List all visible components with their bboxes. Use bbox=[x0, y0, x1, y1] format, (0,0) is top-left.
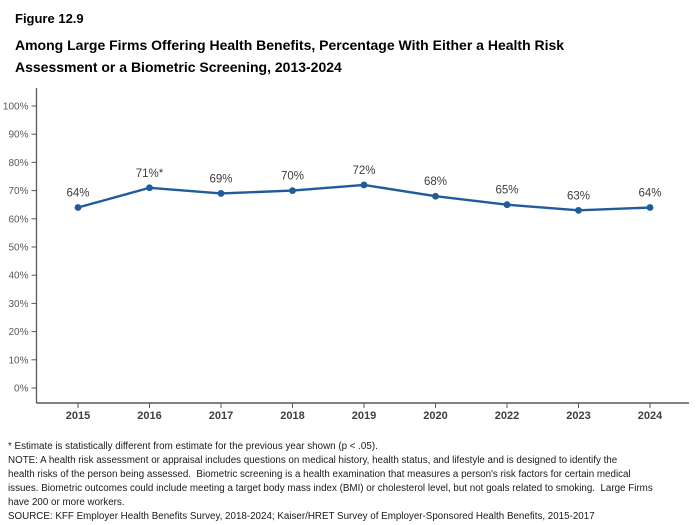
chart-line bbox=[77, 183, 651, 212]
chart-area: 0% 10% 20% 30% 40% 50% 60% 70% 80% 90% 100% 2015 201… bbox=[0, 85, 698, 425]
y-axis-label: 10% bbox=[8, 355, 28, 366]
data-point bbox=[74, 204, 82, 211]
footnotes: * Estimate is statistically different fr… bbox=[8, 440, 698, 524]
data-point-label: 70% bbox=[281, 171, 304, 183]
footnote-note-line-3: issues. Biometric outcomes could include… bbox=[8, 483, 653, 494]
y-axis-label: 90% bbox=[8, 130, 28, 141]
x-axis-label: 2018 bbox=[280, 410, 304, 422]
data-point bbox=[360, 181, 368, 189]
y-axis-label: 20% bbox=[8, 327, 28, 338]
x-axis-label: 2015 bbox=[66, 410, 90, 422]
data-point-label: 65% bbox=[495, 185, 518, 197]
footnote-asterisk: * Estimate is statistically different fr… bbox=[8, 441, 378, 452]
x-axis-label: 2017 bbox=[209, 410, 233, 422]
y-axis-label: 0% bbox=[14, 384, 29, 395]
x-axis-label: 2020 bbox=[423, 410, 447, 422]
footnote-note-line-2: health risks of the person being assesse… bbox=[8, 469, 631, 480]
y-axis-label: 50% bbox=[8, 243, 28, 254]
x-axis-label: 2022 bbox=[495, 410, 519, 422]
y-axis-label: 80% bbox=[8, 158, 28, 169]
footnote-source: SOURCE: KFF Employer Health Benefits Sur… bbox=[8, 511, 595, 522]
data-point bbox=[575, 206, 582, 214]
y-axis-label: 70% bbox=[8, 186, 28, 197]
chart: 0% 10% 20% 30% 40% 50% 60% 70% 80% 90% 100% 2015 201… bbox=[3, 88, 689, 422]
data-point bbox=[146, 184, 153, 192]
y-axis-label: 60% bbox=[8, 214, 28, 225]
data-point-label: 63% bbox=[567, 190, 590, 202]
x-axis-label: 2016 bbox=[137, 410, 161, 422]
x-axis-label: 2023 bbox=[566, 410, 590, 422]
figure-title-line-1: Among Large Firms Offering Health Benefi… bbox=[15, 37, 565, 53]
y-axis-label: 100% bbox=[3, 102, 29, 113]
footnote-note-line-4: have 200 or more workers. bbox=[8, 497, 125, 508]
data-point-label: 72% bbox=[352, 165, 375, 177]
title-block: Figure 12.9 Among Large Firms Offering H… bbox=[15, 11, 683, 78]
y-axis-label: 30% bbox=[8, 299, 28, 310]
data-point-label: 64% bbox=[66, 188, 89, 200]
data-point bbox=[646, 204, 654, 211]
data-point-label: 71%* bbox=[136, 168, 164, 180]
footnote-note-line-1: NOTE: A health risk assessment or apprai… bbox=[8, 455, 618, 466]
data-point bbox=[503, 201, 511, 209]
data-point-label: 69% bbox=[209, 173, 232, 185]
data-point-label: 68% bbox=[424, 176, 447, 188]
figure-title-line-2: Assessment or a Biometric Screening, 201… bbox=[15, 59, 342, 75]
data-point-label: 64% bbox=[638, 188, 661, 200]
data-point bbox=[289, 187, 296, 194]
x-axis-label: 2019 bbox=[352, 410, 376, 422]
data-point bbox=[432, 192, 439, 200]
figure-number: Figure 12.9 bbox=[15, 11, 84, 26]
data-point bbox=[217, 190, 225, 197]
x-axis-label: 2024 bbox=[638, 410, 663, 422]
y-axis-label: 40% bbox=[8, 271, 28, 282]
